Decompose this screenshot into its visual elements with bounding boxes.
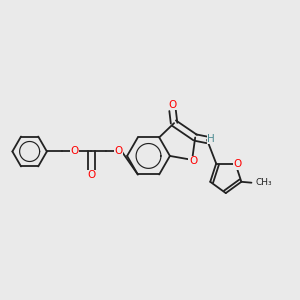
- Text: H: H: [207, 134, 215, 144]
- Text: O: O: [189, 156, 197, 166]
- Text: O: O: [234, 159, 242, 170]
- Text: O: O: [87, 170, 96, 180]
- Text: CH₃: CH₃: [256, 178, 272, 187]
- Text: O: O: [169, 100, 177, 110]
- Text: O: O: [70, 146, 78, 157]
- Text: O: O: [114, 146, 122, 157]
